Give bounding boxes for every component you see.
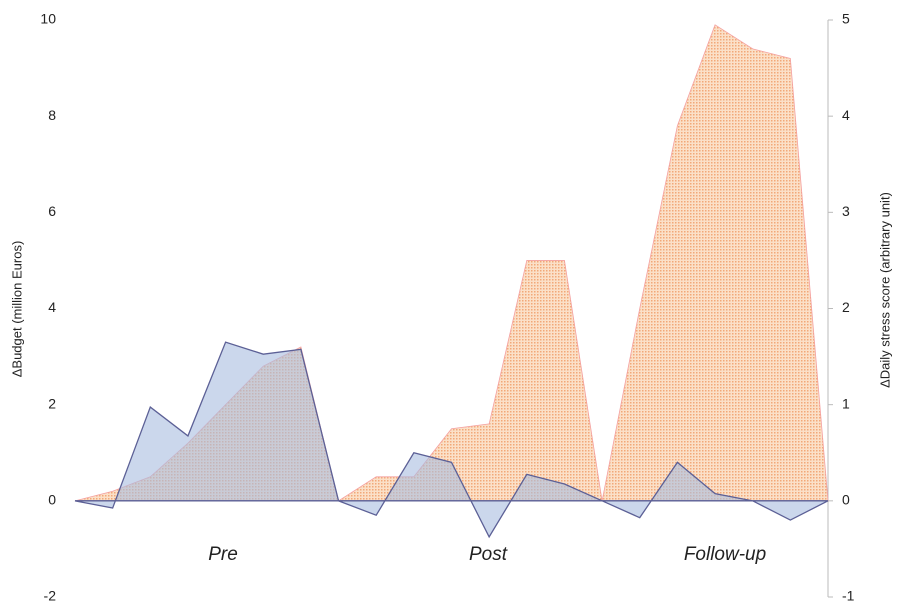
y2-tick-label: 2 (842, 299, 850, 315)
y-tick-label: 10 (40, 11, 56, 27)
y-tick-label: 8 (48, 107, 56, 123)
annotation: Follow-up (684, 544, 766, 565)
y-tick-label: 4 (48, 299, 56, 315)
y2-tick-label: 4 (842, 107, 850, 123)
y2-tick-label: 0 (842, 492, 850, 508)
area (74, 24, 829, 502)
y-tick-label: 0 (48, 492, 56, 508)
y-tick-label: 2 (48, 395, 56, 411)
y2-axis-label: ΔDaily stress score (arbitrary unit) (877, 192, 892, 388)
y-axis-label: ΔBudget (million Euros) (9, 241, 24, 378)
y2-tick-label: 3 (842, 203, 850, 219)
y2-tick-label: 1 (842, 395, 850, 411)
y2-tick-label: -1 (842, 588, 855, 604)
y2-tick-label: 5 (842, 11, 850, 27)
annotation: Pre (208, 544, 238, 565)
y-tick-label: 6 (48, 203, 56, 219)
annotation: Post (469, 544, 508, 565)
area (74, 341, 829, 539)
y-tick-label: -2 (44, 588, 57, 604)
